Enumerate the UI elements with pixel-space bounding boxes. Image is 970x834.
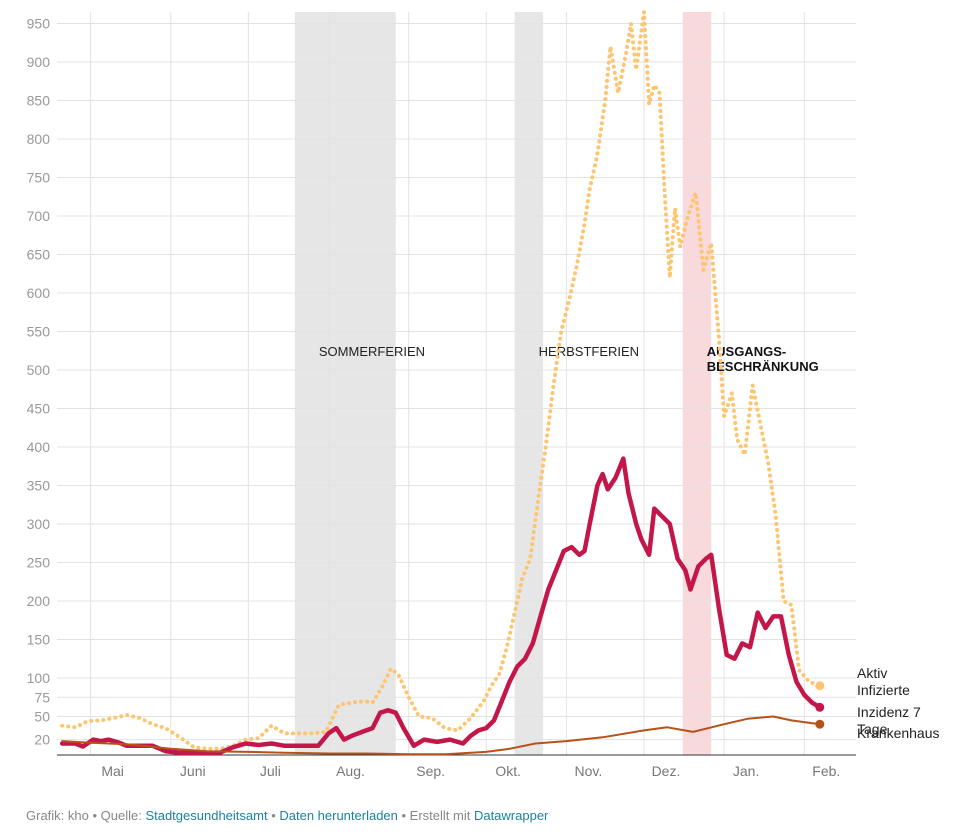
chart-footer: Grafik: kho • Quelle: Stadtgesundheitsam… <box>26 808 548 823</box>
x-tick-label: Juni <box>180 763 206 779</box>
series-end-dot-2 <box>815 719 825 729</box>
y-tick-label: 550 <box>27 324 51 340</box>
x-tick-label: Juli <box>260 763 281 779</box>
y-axis: 20 50 75 100 150 200 250 300 350 400 450 500 550 600 6… <box>27 16 51 748</box>
x-axis: Mai Juni Juli Aug. Sep. Okt. Nov. Dez. Jan. Feb. <box>57 754 856 779</box>
series-label-0: Aktiv <box>857 665 887 681</box>
y-tick-label: 300 <box>27 516 51 532</box>
x-tick-label: Okt. <box>495 763 521 779</box>
series-end-dot-0 <box>815 681 825 691</box>
series-label-0: Infizierte <box>857 682 910 698</box>
y-tick-label: 150 <box>27 632 51 648</box>
x-tick-label: Dez. <box>652 763 681 779</box>
y-tick-label: 200 <box>27 593 51 609</box>
y-tick-label: 400 <box>27 439 51 455</box>
series-label-1: Inzidenz 7 <box>857 704 921 720</box>
y-tick-label: 50 <box>34 709 50 725</box>
y-tick-label: 100 <box>27 670 51 686</box>
y-tick-label: 650 <box>27 247 51 263</box>
period-band-labels: SOMMERFERIEN HERBSTFERIEN AUSGANGS-BESCHRÄ… <box>319 344 819 374</box>
x-tick-label: Aug. <box>336 763 365 779</box>
y-tick-label: 75 <box>34 689 50 705</box>
x-tick-label: Sep. <box>416 763 445 779</box>
band-label-1-0: HERBSTFERIEN <box>539 344 639 359</box>
series-label-1: Tage <box>857 721 888 737</box>
y-tick-label: 20 <box>34 732 50 748</box>
y-tick-label: 350 <box>27 478 51 494</box>
x-tick-label: Feb. <box>812 763 840 779</box>
band-label-2-0: AUSGANGS- <box>707 344 786 359</box>
line-chart: 20 50 75 100 150 200 250 300 350 400 450 500 550 600 6… <box>27 10 940 779</box>
y-tick-label: 850 <box>27 93 51 109</box>
datawrapper-link[interactable]: Datawrapper <box>473 808 549 823</box>
band-0 <box>294 12 396 755</box>
footer-made-with: • Erstellt mit <box>397 808 474 823</box>
y-tick-label: 450 <box>27 401 51 417</box>
band-label-2-1: BESCHRÄNKUNG <box>707 359 819 374</box>
x-tick-label: Jan. <box>733 763 759 779</box>
footer-separator: • <box>267 808 280 823</box>
period-bands <box>294 12 712 755</box>
y-tick-label: 750 <box>27 170 51 186</box>
series-line-2 <box>61 715 821 756</box>
band-2 <box>682 12 712 755</box>
x-tick-label: Mai <box>101 763 124 779</box>
chart-series <box>59 10 825 756</box>
band-1 <box>514 12 544 755</box>
y-tick-label: 800 <box>27 131 51 147</box>
footer-credit: Grafik: kho • Quelle: <box>26 808 146 823</box>
y-tick-label: 900 <box>27 54 51 70</box>
series-end-dot-1 <box>815 702 825 712</box>
series-line-0 <box>60 10 822 751</box>
x-tick-label: Nov. <box>575 763 603 779</box>
download-data-link[interactable]: Daten herunterladen <box>279 808 398 823</box>
y-tick-label: 500 <box>27 362 51 378</box>
y-tick-label: 950 <box>27 16 51 32</box>
y-tick-label: 600 <box>27 285 51 301</box>
band-label-0-0: SOMMERFERIEN <box>319 344 425 359</box>
y-tick-label: 700 <box>27 208 51 224</box>
grid-lines <box>57 12 856 755</box>
source-link[interactable]: Stadtgesundheitsamt <box>145 808 268 823</box>
y-tick-label: 250 <box>27 555 51 571</box>
series-label-2: Krankenhaus <box>857 725 940 741</box>
